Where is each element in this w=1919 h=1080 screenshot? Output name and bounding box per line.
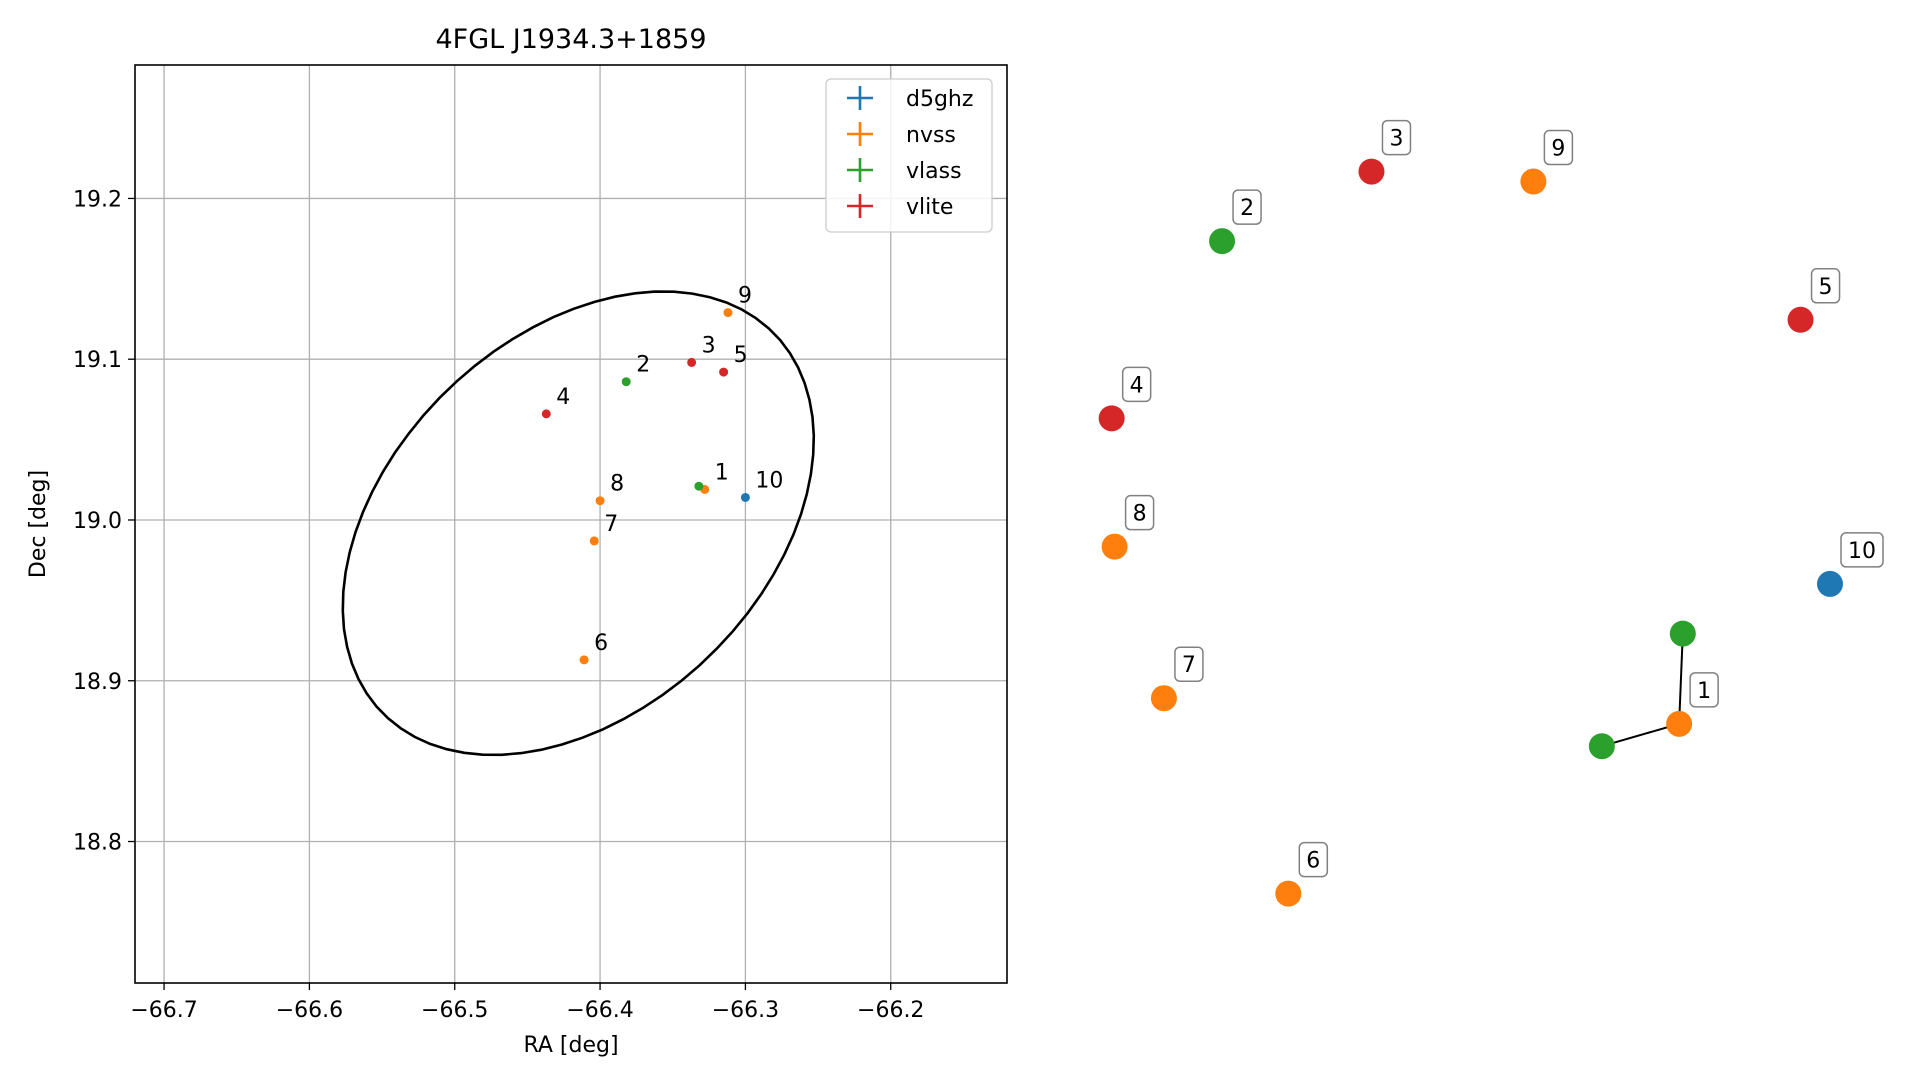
graph-node xyxy=(1150,685,1177,712)
y-tick-label: 19.0 xyxy=(73,509,122,534)
graph-node xyxy=(1520,168,1547,195)
node-label: 1 xyxy=(1697,679,1711,704)
graph-node xyxy=(1817,570,1843,597)
network-panel: 1 2 3 4 5 6 7 8 9 10 xyxy=(1098,119,1884,907)
chart-title: 4FGL J1934.3+1859 xyxy=(435,24,706,55)
graph-node xyxy=(1098,405,1125,432)
data-point-vlite xyxy=(687,357,697,367)
node-label-box xyxy=(1124,494,1155,531)
point-label: 3 xyxy=(702,333,716,358)
node-label-box xyxy=(1381,119,1412,156)
node-label-box xyxy=(1689,672,1719,708)
node-label: 3 xyxy=(1389,127,1403,152)
data-point-vlite xyxy=(541,409,551,419)
legend-label-d5ghz: d5ghz xyxy=(906,87,973,112)
node-label: 8 xyxy=(1133,502,1147,527)
data-point-d5ghz xyxy=(740,492,750,502)
node-label: 9 xyxy=(1551,137,1565,162)
node-label-box xyxy=(1232,189,1262,225)
x-tick-label: −66.4 xyxy=(566,998,633,1023)
point-label: 8 xyxy=(610,472,624,497)
error-ellipse xyxy=(341,290,816,757)
point-label: 5 xyxy=(734,343,748,368)
point-label: 1 xyxy=(715,460,729,485)
point-label: 4 xyxy=(556,385,570,410)
point-label: 2 xyxy=(636,353,650,378)
data-point-nvss xyxy=(579,655,589,665)
node-label: 6 xyxy=(1306,849,1320,874)
x-tick-label: −66.5 xyxy=(421,998,488,1023)
data-point-vlass xyxy=(621,377,631,387)
data-point-vlite xyxy=(719,367,729,377)
node-label: 5 xyxy=(1819,275,1833,300)
node-label-box xyxy=(1121,366,1152,403)
legend-label-vlass: vlass xyxy=(906,159,962,184)
point-label: 7 xyxy=(604,512,618,537)
legend: d5ghz nvss vlass vlite xyxy=(825,78,993,233)
node-label: 10 xyxy=(1848,539,1876,564)
y-axis-label: Dec [deg] xyxy=(26,470,51,578)
y-tick-label: 19.1 xyxy=(73,348,122,373)
graph-edge xyxy=(1678,633,1684,724)
graph-node xyxy=(1209,228,1236,255)
legend-label-nvss: nvss xyxy=(906,123,956,148)
node-label-box xyxy=(1543,129,1574,166)
graph-node xyxy=(1101,533,1128,560)
x-axis-label: RA [deg] xyxy=(523,1033,618,1058)
node-label: 4 xyxy=(1130,373,1144,398)
x-tick-label: −66.3 xyxy=(712,998,779,1023)
node-label: 2 xyxy=(1240,196,1254,221)
scatter-panel: 10 1 6 7 8 9 2 3 4 5 −66.7 −66.6 −66.5 −66.4 −66.3 −66.… xyxy=(26,24,1008,1058)
point-label: 6 xyxy=(594,631,608,656)
data-point-vlass xyxy=(694,481,704,491)
node-label-box xyxy=(1174,646,1204,682)
plot-frame xyxy=(134,64,1008,984)
y-tick-label: 18.9 xyxy=(73,670,122,695)
graph-node xyxy=(1787,306,1814,333)
graph-node xyxy=(1666,710,1693,737)
y-tick-label: 18.8 xyxy=(73,831,122,856)
point-label: 9 xyxy=(738,284,752,309)
node-label-box xyxy=(1298,841,1329,878)
legend-box xyxy=(825,78,993,233)
graph-node xyxy=(1669,620,1696,647)
x-tick-label: −66.6 xyxy=(276,998,343,1023)
node-label-box xyxy=(1810,268,1841,304)
x-tick-label: −66.2 xyxy=(857,998,924,1023)
point-label: 10 xyxy=(755,468,783,493)
node-label: 7 xyxy=(1182,653,1196,678)
data-point-nvss xyxy=(595,496,605,506)
legend-label-vlite: vlite xyxy=(906,195,953,220)
node-label-box xyxy=(1840,532,1884,568)
graph-node xyxy=(1275,880,1302,907)
data-point-nvss xyxy=(723,308,733,318)
x-tick-label: −66.7 xyxy=(130,998,197,1023)
graph-node xyxy=(1588,733,1615,760)
data-point-nvss xyxy=(589,536,599,546)
graph-node xyxy=(1358,158,1385,185)
y-tick-label: 19.2 xyxy=(73,187,122,212)
graph-edge xyxy=(1601,722,1680,748)
